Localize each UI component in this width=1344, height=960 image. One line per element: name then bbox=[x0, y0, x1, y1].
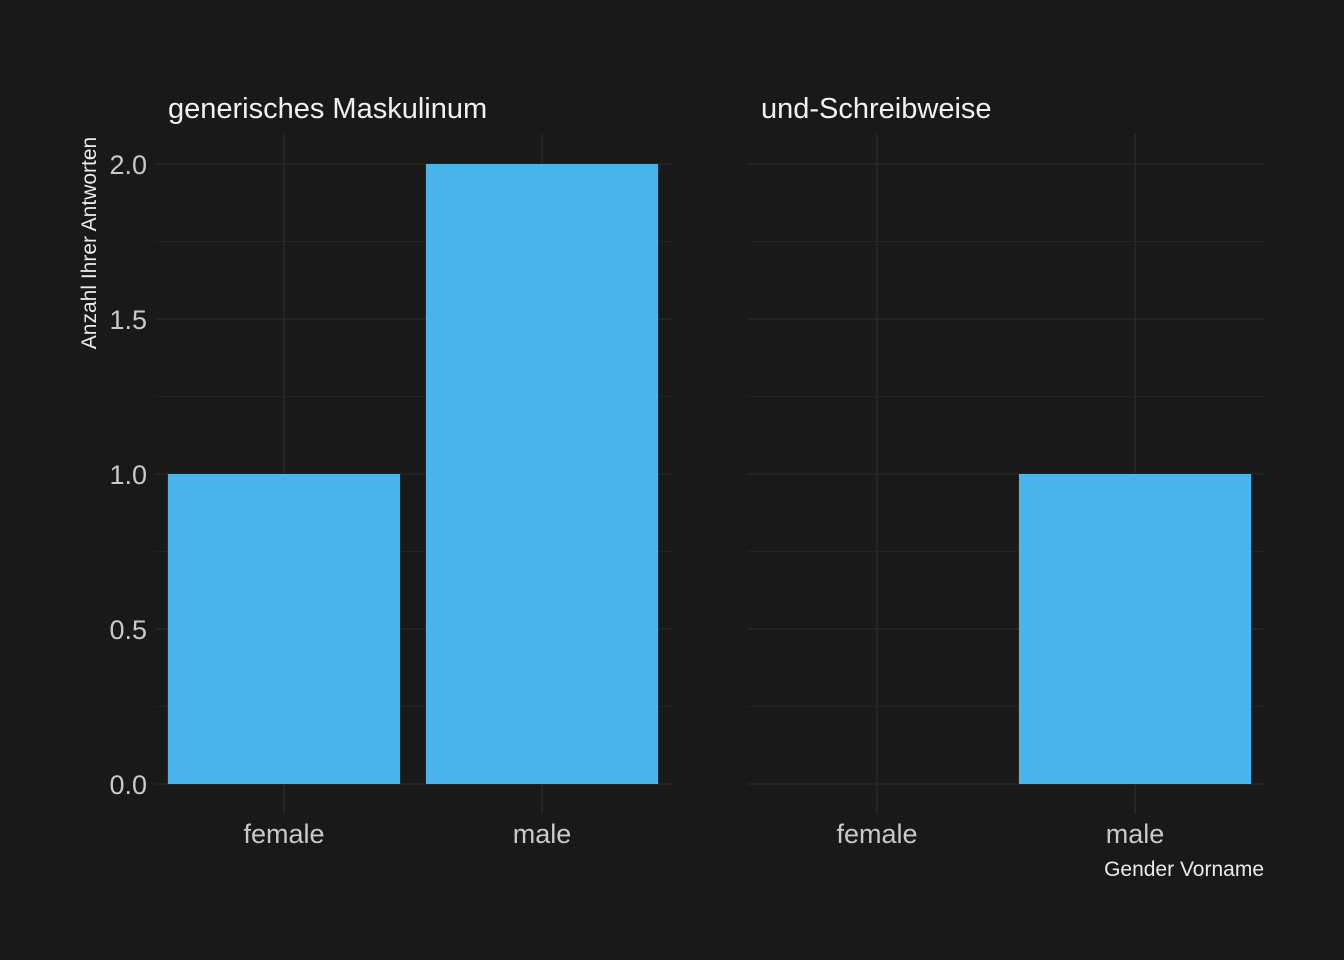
x-tick-label: male bbox=[513, 819, 572, 849]
panel-title: generisches Maskulinum bbox=[168, 93, 487, 125]
x-tick-label: female bbox=[243, 819, 324, 849]
y-axis: 0.0 0.5 1.0 1.5 2.0 bbox=[109, 150, 147, 800]
panel-title: und-Schreibweise bbox=[761, 93, 992, 125]
y-tick-label: 1.5 bbox=[109, 305, 147, 335]
bar-male bbox=[425, 164, 659, 784]
y-axis-title: Anzahl Ihrer Antworten bbox=[78, 137, 101, 349]
x-tick-label: male bbox=[1106, 819, 1165, 849]
panel-und-schreibweise: female male und-Schreibweise bbox=[748, 93, 1264, 849]
x-axis-title: Gender Vorname bbox=[1104, 858, 1264, 881]
panel-generisches-maskulinum: female male generisches Maskulinum bbox=[155, 93, 671, 849]
y-tick-label: 0.0 bbox=[109, 770, 147, 800]
y-tick-label: 2.0 bbox=[109, 150, 147, 180]
x-tick-label: female bbox=[836, 819, 917, 849]
y-tick-label: 0.5 bbox=[109, 615, 147, 645]
bar-female bbox=[167, 474, 401, 784]
bar-male bbox=[1018, 474, 1252, 784]
y-tick-label: 1.0 bbox=[109, 460, 147, 490]
